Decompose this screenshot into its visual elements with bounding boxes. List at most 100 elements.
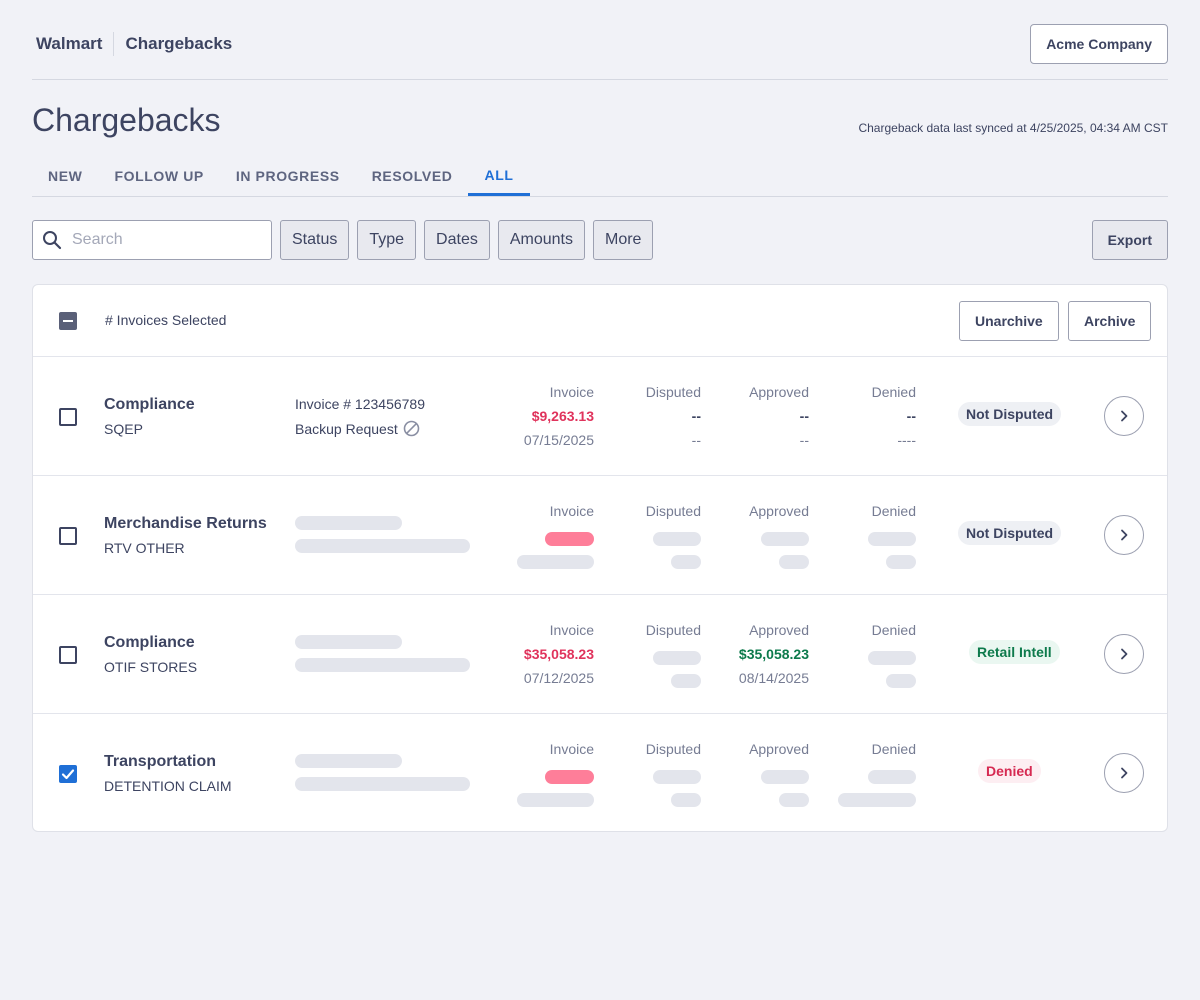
row-checkbox[interactable] (59, 527, 77, 545)
denied-date: ---- (897, 432, 916, 448)
row-checkbox[interactable] (59, 646, 77, 664)
disputed-label: Disputed (645, 741, 701, 757)
denied-label: Denied (871, 503, 916, 519)
loading-placeholder (868, 532, 916, 546)
tab-in-progress[interactable]: IN PROGRESS (235, 168, 340, 184)
loading-placeholder (838, 793, 916, 807)
search-icon (43, 231, 62, 250)
tab-all[interactable]: ALL (468, 156, 530, 196)
search-input[interactable] (72, 231, 252, 249)
invoice-label: Invoice (549, 384, 594, 400)
loading-placeholder (886, 674, 916, 688)
chargebacks-table: # Invoices Selected Unarchive Archive Co… (32, 284, 1168, 832)
row-title: Compliance (104, 396, 195, 413)
denied-label: Denied (871, 384, 916, 400)
approved-date: 08/14/2025 (738, 670, 809, 686)
loading-placeholder (761, 770, 809, 784)
chevron-right-icon (1121, 648, 1128, 660)
loading-placeholder (295, 754, 402, 768)
status-badge: Not Disputed (958, 521, 1062, 545)
unarchive-button[interactable]: Unarchive (959, 301, 1059, 341)
status-badge: Denied (978, 759, 1041, 783)
row-subtitle: DETENTION CLAIM (104, 778, 232, 794)
invoice-label: Invoice (549, 622, 594, 638)
chevron-right-icon (1121, 767, 1128, 779)
denied-label: Denied (871, 622, 916, 638)
denied-label: Denied (871, 741, 916, 757)
invoice-number: Invoice # 123456789 (295, 396, 425, 412)
approved-date: -- (799, 432, 809, 448)
loading-placeholder (671, 555, 701, 569)
export-button[interactable]: Export (1091, 220, 1168, 260)
table-header: # Invoices Selected Unarchive Archive (33, 285, 1167, 357)
loading-placeholder (295, 516, 402, 530)
table-row[interactable]: Transportation DETENTION CLAIM Invoice D… (33, 714, 1167, 831)
loading-placeholder (671, 674, 701, 688)
loading-placeholder (868, 651, 916, 665)
row-checkbox[interactable] (59, 408, 77, 426)
tab-new[interactable]: NEW (48, 168, 83, 184)
page-title: Chargebacks (32, 102, 221, 138)
row-title: Merchandise Returns (104, 515, 267, 532)
loading-placeholder (671, 793, 701, 807)
invoice-amount: $35,058.23 (523, 646, 594, 662)
amounts-filter-button[interactable]: Amounts (497, 220, 585, 260)
breadcrumb-chargebacks[interactable]: Chargebacks (125, 34, 233, 53)
disputed-amount: -- (691, 408, 701, 424)
approved-label: Approved (749, 741, 809, 757)
disputed-label: Disputed (645, 384, 701, 400)
breadcrumb-walmart[interactable]: Walmart (36, 34, 103, 53)
company-switcher-button[interactable]: Acme Company (1030, 24, 1168, 64)
loading-placeholder (295, 777, 470, 791)
select-all-checkbox[interactable] (59, 312, 77, 330)
row-subtitle: SQEP (104, 421, 143, 437)
loading-placeholder (545, 770, 594, 784)
disputed-label: Disputed (645, 622, 701, 638)
row-open-button[interactable] (1104, 634, 1144, 674)
loading-placeholder (295, 635, 402, 649)
status-tabs: NEW FOLLOW UP IN PROGRESS RESOLVED ALL (32, 156, 1168, 197)
chevron-right-icon (1121, 529, 1128, 541)
backup-request: Backup Request (295, 420, 420, 437)
prohibited-icon (403, 420, 420, 437)
more-filter-button[interactable]: More (592, 220, 654, 260)
approved-label: Approved (749, 622, 809, 638)
loading-placeholder (779, 793, 809, 807)
loading-placeholder (653, 532, 701, 546)
chevron-right-icon (1121, 410, 1128, 422)
search-box[interactable] (32, 220, 272, 260)
table-row[interactable]: Merchandise Returns RTV OTHER Invoice Di… (33, 476, 1167, 595)
archive-button[interactable]: Archive (1068, 301, 1152, 341)
row-open-button[interactable] (1104, 396, 1144, 436)
loading-placeholder (517, 555, 594, 569)
loading-placeholder (653, 651, 701, 665)
row-checkbox[interactable] (59, 765, 77, 783)
backup-request-label: Backup Request (295, 420, 398, 437)
invoice-date: 07/15/2025 (523, 432, 594, 448)
table-row[interactable]: Compliance SQEP Invoice # 123456789 Back… (33, 357, 1167, 476)
type-filter-button[interactable]: Type (357, 220, 417, 260)
disputed-date: -- (691, 432, 701, 448)
row-title: Compliance (104, 634, 195, 651)
invoice-amount: $9,263.13 (531, 408, 594, 424)
approved-label: Approved (749, 384, 809, 400)
dates-filter-button[interactable]: Dates (424, 220, 490, 260)
loading-placeholder (868, 770, 916, 784)
table-row[interactable]: Compliance OTIF STORES Invoice $35,058.2… (33, 595, 1167, 714)
status-filter-button[interactable]: Status (280, 220, 350, 260)
row-open-button[interactable] (1104, 515, 1144, 555)
breadcrumb: Walmart Chargebacks (36, 32, 232, 56)
tab-follow-up[interactable]: FOLLOW UP (114, 168, 204, 184)
filter-bar: Status Type Dates Amounts More (32, 220, 654, 260)
denied-amount: -- (906, 408, 916, 424)
loading-placeholder (545, 532, 594, 546)
checkmark-icon (61, 769, 75, 780)
tab-resolved[interactable]: RESOLVED (371, 168, 453, 184)
status-badge: Retail Intell (969, 640, 1060, 664)
approved-label: Approved (749, 503, 809, 519)
loading-placeholder (295, 539, 470, 553)
row-title: Transportation (104, 753, 217, 770)
sync-status-text: Chargeback data last synced at 4/25/2025… (858, 121, 1168, 135)
row-open-button[interactable] (1104, 753, 1144, 793)
loading-placeholder (886, 555, 916, 569)
